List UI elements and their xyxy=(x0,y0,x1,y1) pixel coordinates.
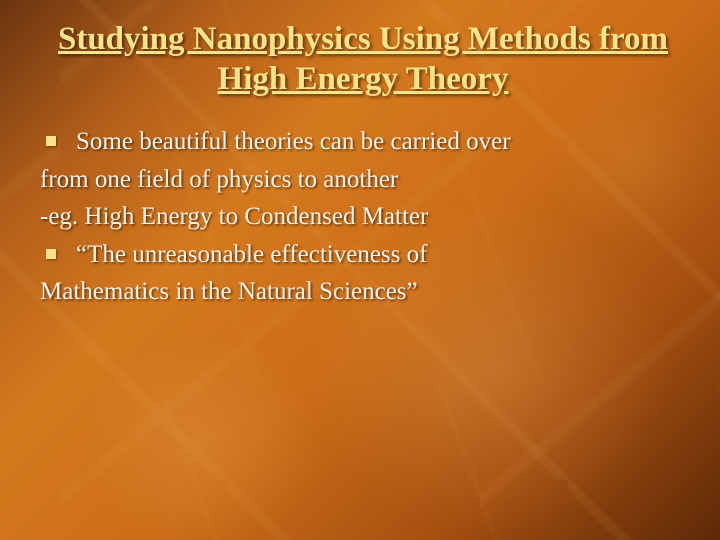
bullet-text: “The unreasonable effectiveness of xyxy=(76,236,427,274)
body-line: -eg. High Energy to Condensed Matter xyxy=(40,198,686,236)
body-line: from one field of physics to another xyxy=(40,161,686,199)
square-bullet-icon xyxy=(46,249,56,259)
bullet-text: Some beautiful theories can be carried o… xyxy=(76,123,511,161)
body-text: Mathematics in the Natural Sciences” xyxy=(40,278,418,305)
slide-title: Studying Nanophysics Using Methods from … xyxy=(40,20,686,99)
body-line: Mathematics in the Natural Sciences” xyxy=(40,273,686,311)
slide-content: Studying Nanophysics Using Methods from … xyxy=(40,20,686,311)
body-text: from one field of physics to another xyxy=(40,166,398,193)
bullet-line: “The unreasonable effectiveness of xyxy=(40,236,686,274)
slide-body: Some beautiful theories can be carried o… xyxy=(40,123,686,311)
bullet-line: Some beautiful theories can be carried o… xyxy=(40,123,686,161)
slide: Studying Nanophysics Using Methods from … xyxy=(0,0,720,540)
square-bullet-icon xyxy=(46,136,56,146)
body-text: -eg. High Energy to Condensed Matter xyxy=(40,203,428,230)
